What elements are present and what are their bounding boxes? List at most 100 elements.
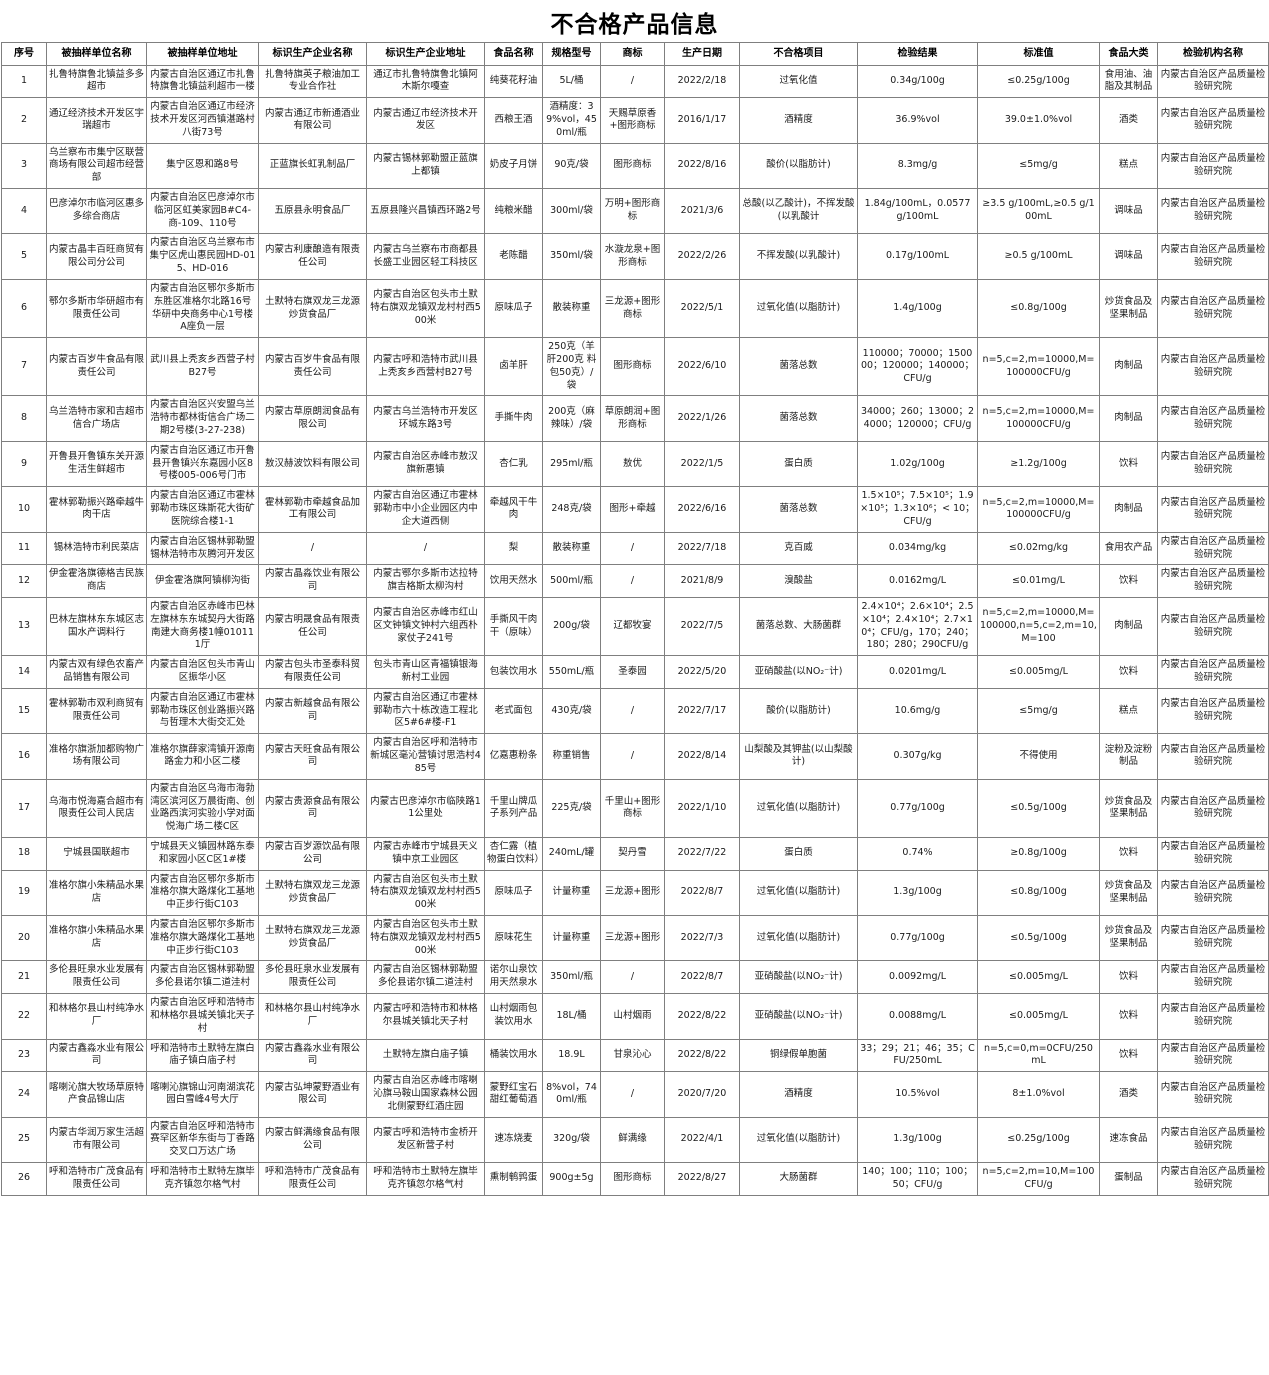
- table-cell: 内蒙古自治区赤峰市红山区文钟镇文钟村六组西朴家仗子241号: [366, 596, 485, 657]
- row-number-cell: 25: [1, 1116, 47, 1164]
- table-cell: 内蒙古新越食品有限公司: [258, 687, 367, 735]
- table-cell: 淀粉及淀粉制品: [1099, 733, 1158, 780]
- table-cell: 2022/8/16: [664, 142, 740, 190]
- page-title: 不合格产品信息: [550, 12, 719, 38]
- table-cell: 肉制品: [1099, 337, 1158, 397]
- row-number-cell: 4: [1, 187, 47, 235]
- table-cell: 菌落总数: [739, 395, 858, 442]
- table-cell: 乌兰察布市集宁区联营商场有限公司超市经营部: [46, 142, 147, 190]
- table-cell: 2022/7/18: [664, 531, 740, 566]
- table-cell: 内蒙古自治区产品质量检验研究院: [1157, 1071, 1269, 1118]
- table-cell: 老陈醋: [484, 233, 543, 280]
- table-cell: 内蒙古百岁牛食品有限责任公司: [46, 337, 147, 397]
- table-cell: 内蒙古自治区产品质量检验研究院: [1157, 836, 1269, 871]
- table-row: 13 巴林左旗林东东城区志国水产调料行 内蒙古自治区赤峰市巴林左旗林东东城契丹大街路…: [1, 596, 1269, 657]
- table-cell: n=5,c=2,m=10000,M=100000CFU/g: [977, 337, 1100, 397]
- table-cell: 内蒙古自治区鄂尔多斯市准格尔旗大路煤化工基地中正步行街C103: [146, 914, 259, 962]
- table-cell: 食用油、油脂及其制品: [1099, 64, 1158, 99]
- table-row: 8 乌兰浩特市家和吉超市信合广场店 内蒙古自治区兴安盟乌兰浩特市都林街信合广场二期2…: [1, 395, 1269, 442]
- table-cell: 2022/2/18: [664, 64, 740, 99]
- table-cell: 内蒙古自治区包头市土默特右旗双龙镇双龙村村西500米: [366, 914, 485, 962]
- table-cell: 散装称重: [542, 278, 601, 339]
- table-cell: 2022/8/14: [664, 733, 740, 780]
- table-cell: 宁城县天义镇园林路东泰和家园小区C区1#楼: [146, 836, 259, 871]
- table-cell: 2022/6/16: [664, 486, 740, 533]
- table-cell: 圣泰园: [600, 655, 665, 689]
- table-cell: 内蒙古自治区产品质量检验研究院: [1157, 687, 1269, 735]
- header-cell: 不合格项目: [739, 42, 858, 66]
- table-cell: 内蒙古自治区锡林郭勒盟锡林浩特市灰腾河开发区: [146, 531, 259, 566]
- table-cell: 内蒙古自治区包头市土默特右旗双龙镇双龙村村西500米: [366, 278, 485, 339]
- table-cell: 过氧化值(以脂肪计): [739, 1116, 858, 1164]
- table-cell: 0.74%: [857, 836, 978, 871]
- table-cell: 内蒙古通辽市新通酒业有限公司: [258, 97, 367, 144]
- table-row: 4 巴彦淖尔市临河区惠多多综合商店 内蒙古自治区巴彦淖尔市临河区虹美家园B#C4-商…: [1, 187, 1269, 235]
- table-cell: 内蒙古双有绿色农畜产品销售有限公司: [46, 655, 147, 689]
- table-cell: 酒精度: [739, 97, 858, 144]
- table-cell: ≤0.02mg/kg: [977, 531, 1100, 566]
- table-row: 1 扎鲁特旗鲁北镇益多多超市 内蒙古自治区通辽市扎鲁特旗鲁北镇益利超市一楼 扎鲁特旗英…: [1, 64, 1269, 99]
- row-number-cell: 5: [1, 233, 47, 280]
- table-cell: 2.4×10⁴；2.6×10⁴；2.5×10⁴；2.4×10⁴；2.7×10⁴；…: [857, 596, 978, 657]
- table-cell: 饮料: [1099, 1038, 1158, 1073]
- table-row: 18 宁城县国联超市 宁城县天义镇园林路东泰和家园小区C区1#楼 内蒙古百岁源饮品有限…: [1, 836, 1269, 871]
- table-row: 17 乌海市悦海嘉合超市有限责任公司人民店 内蒙古自治区乌海市海勃湾区滨河区万晨街南…: [1, 778, 1269, 838]
- table-cell: 正蓝旗长虹乳制品厂: [258, 142, 367, 190]
- table-cell: 500ml/瓶: [542, 564, 601, 598]
- table-cell: 过氧化值(以脂肪计): [739, 869, 858, 917]
- table-cell: 乌兰浩特市家和吉超市信合广场店: [46, 395, 147, 442]
- header-row: 序号 被抽样单位名称 被抽样单位地址 标识生产企业名称 标识生产企业地址 食品名称 规格型号…: [1, 42, 1269, 66]
- table-cell: 呼和浩特市土默特左旗毕克齐镇忽尔格气村: [146, 1162, 259, 1196]
- table-cell: 计量称重: [542, 914, 601, 962]
- table-cell: 2022/6/10: [664, 337, 740, 397]
- table-cell: 内蒙古巴彦淖尔市临陕路11公里处: [366, 778, 485, 838]
- table-cell: 原味花生: [484, 914, 543, 962]
- table-cell: 宁城县国联超市: [46, 836, 147, 871]
- table-cell: 内蒙古鑫淼水业有限公司: [258, 1038, 367, 1073]
- row-number-cell: 26: [1, 1162, 47, 1196]
- table-cell: 溴酸盐: [739, 564, 858, 598]
- table-cell: 内蒙古弘坤蒙野酒业有限公司: [258, 1071, 367, 1118]
- table-cell: 速冻食品: [1099, 1116, 1158, 1164]
- row-number-cell: 9: [1, 440, 47, 488]
- table-cell: 开鲁县开鲁镇东关开源生活生鲜超市: [46, 440, 147, 488]
- table-cell: 2022/1/5: [664, 440, 740, 488]
- table-cell: 2016/1/17: [664, 97, 740, 144]
- table-cell: ≤0.25g/100g: [977, 64, 1100, 99]
- table-row: 23 内蒙古鑫淼水业有限公司 呼和浩特市土默特左旗白庙子镇白庙子村 内蒙古鑫淼水业有限…: [1, 1038, 1269, 1073]
- header-cell: 生产日期: [664, 42, 740, 66]
- table-cell: 食用农产品: [1099, 531, 1158, 566]
- table-cell: ≤5mg/g: [977, 687, 1100, 735]
- table-cell: /: [600, 564, 665, 598]
- table-cell: 350ml/瓶: [542, 960, 601, 995]
- table-cell: 大肠菌群: [739, 1162, 858, 1196]
- table-cell: 0.77g/100g: [857, 914, 978, 962]
- table-cell: 天赐草原香+图形商标: [600, 97, 665, 144]
- row-number-cell: 24: [1, 1071, 47, 1118]
- table-cell: 110000；70000；150000；120000；140000；CFU/g: [857, 337, 978, 397]
- table-cell: 过氧化值(以脂肪计): [739, 914, 858, 962]
- table-cell: 内蒙古自治区通辽市霍林郭勒市中小企业园区内中企大道西侧: [366, 486, 485, 533]
- table-cell: 内蒙古鄂尔多斯市达拉特旗吉格斯太柳沟村: [366, 564, 485, 598]
- table-cell: ≤0.005mg/L: [977, 960, 1100, 995]
- table-row: 14 内蒙古双有绿色农畜产品销售有限公司 内蒙古自治区包头市青山区振华小区 内蒙古包头…: [1, 655, 1269, 689]
- table-cell: 纯葵花籽油: [484, 64, 543, 99]
- table-cell: 200克（麻辣味）/袋: [542, 395, 601, 442]
- table-cell: 内蒙古鲜满缘食品有限公司: [258, 1116, 367, 1164]
- table-cell: 水漩龙泉+图形商标: [600, 233, 665, 280]
- table-cell: 0.034mg/kg: [857, 531, 978, 566]
- table-cell: 原味瓜子: [484, 278, 543, 339]
- table-cell: 杏仁露（植物蛋白饮料）: [484, 836, 544, 871]
- table-cell: 900g±5g: [542, 1162, 601, 1196]
- table-cell: 内蒙古自治区呼和浩特市赛罕区新华东街与丁香路交叉口万达广场: [146, 1116, 259, 1164]
- table-cell: ≤0.5g/100g: [977, 914, 1100, 962]
- table-cell: 万明+图形商标: [600, 187, 665, 235]
- table-cell: 称重销售: [542, 733, 601, 780]
- header-cell: 标识生产企业地址: [366, 42, 485, 66]
- table-cell: 36.9%vol: [857, 97, 978, 144]
- table-cell: 内蒙古自治区乌兰察布市集宁区虎山惠民园HD-015、HD-016: [146, 233, 259, 280]
- table-cell: 饮料: [1099, 993, 1158, 1040]
- table-cell: 内蒙古自治区产品质量检验研究院: [1157, 1038, 1269, 1073]
- table-cell: 散装称重: [542, 531, 601, 566]
- table-cell: 扎鲁特旗英子粮油加工专业合作社: [258, 64, 367, 99]
